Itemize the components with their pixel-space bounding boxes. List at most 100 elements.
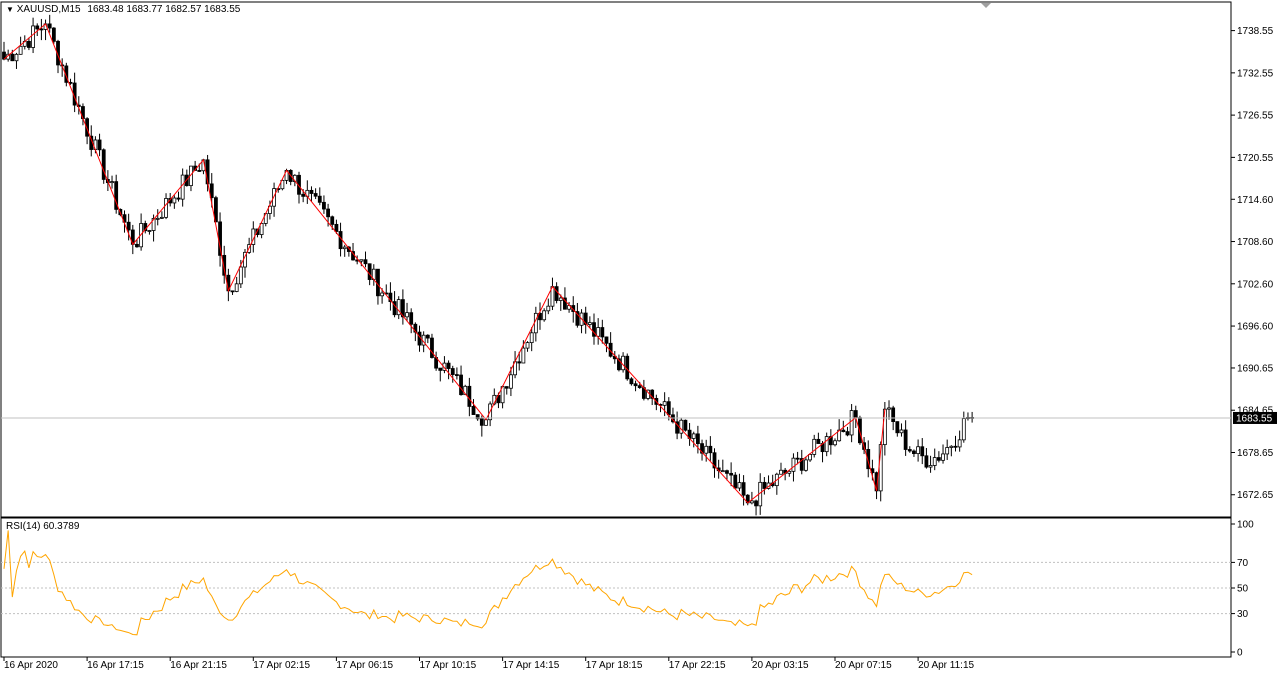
bull-candle-body [509, 374, 513, 389]
price-tick-label: 1678.65 [1237, 448, 1274, 459]
bear-candle-body [725, 470, 729, 474]
candle [841, 420, 846, 433]
bear-candle-body [604, 336, 609, 344]
candle [2, 41, 6, 61]
candle [322, 195, 326, 214]
bull-candle-body [849, 410, 854, 436]
candle [720, 459, 725, 473]
candle [525, 341, 530, 352]
candle [920, 438, 925, 465]
current-price-label: 1683.55 [1236, 413, 1273, 424]
candle [957, 430, 962, 452]
candle [700, 439, 704, 461]
bear-candle-body [467, 385, 472, 407]
bear-candle-body [450, 368, 455, 375]
candle [558, 294, 563, 311]
bear-candle-body [64, 65, 69, 83]
bear-candle-body [729, 472, 734, 476]
bear-candle-body [700, 443, 704, 454]
candle [31, 17, 35, 54]
bull-candle-body [928, 465, 933, 468]
candle [704, 439, 709, 462]
candle [342, 244, 347, 257]
bull-candle-body [238, 266, 243, 285]
bull-candle-body [546, 305, 551, 312]
bear-candle-body [135, 243, 139, 248]
ohlc-values: 1683.48 1683.77 1682.57 1683.55 [87, 4, 241, 15]
candle [280, 179, 285, 191]
bear-candle-body [912, 450, 916, 455]
price-tick-label: 1702.60 [1237, 279, 1274, 290]
candle [808, 453, 812, 462]
price-tick-label: 1726.55 [1237, 111, 1274, 122]
bear-candle-body [51, 27, 56, 42]
time-tick-label: 16 Apr 21:15 [170, 660, 227, 671]
candle [708, 436, 713, 461]
candle [51, 27, 56, 44]
bear-candle-body [313, 193, 318, 197]
bull-candle-body [587, 322, 592, 325]
candle [405, 302, 409, 322]
time-tick-label: 17 Apr 10:15 [420, 660, 477, 671]
candle [538, 302, 542, 330]
bear-candle-body [338, 231, 343, 250]
bear-candle-body [10, 53, 15, 62]
bear-candle-body [733, 474, 738, 489]
candle [575, 302, 580, 328]
bear-candle-body [101, 149, 106, 180]
bull-candle-body [887, 407, 891, 410]
candle [425, 334, 430, 344]
candle [334, 219, 339, 235]
candle [949, 445, 954, 457]
bull-candle-body [31, 25, 35, 48]
bear-candle-body [392, 301, 397, 316]
candle [147, 229, 152, 235]
bear-candle-body [438, 367, 443, 371]
candle [359, 259, 364, 267]
bull-candle-body [396, 299, 401, 316]
bull-candle-body [932, 457, 937, 466]
bear-candle-body [367, 263, 372, 280]
candle [176, 191, 181, 202]
bull-candle-body [949, 445, 954, 448]
candle [941, 444, 945, 464]
time-tick-label: 17 Apr 22:15 [669, 660, 726, 671]
candle [529, 327, 534, 352]
triangle-down-icon[interactable]: ▼ [6, 5, 14, 14]
candle [737, 473, 742, 492]
candle [313, 188, 318, 200]
bear-candle-body [907, 449, 912, 452]
bear-candle-body [841, 429, 846, 433]
candle [155, 209, 160, 226]
bear-candle-body [853, 410, 858, 419]
bear-candle-body [222, 254, 227, 276]
bear-candle-body [583, 312, 588, 325]
bull-candle-body [380, 292, 385, 297]
time-tick-label: 17 Apr 18:15 [586, 660, 643, 671]
bear-candle-body [471, 406, 476, 415]
candle [110, 175, 114, 189]
bull-candle-body [957, 439, 962, 448]
candle [799, 449, 804, 475]
bear-candle-body [363, 259, 368, 265]
bear-candle-body [334, 223, 339, 232]
bear-candle-body [629, 378, 634, 385]
bear-candle-body [799, 458, 804, 471]
chart-shift-icon[interactable] [981, 3, 991, 8]
candle [604, 336, 609, 353]
bull-candle-body [442, 362, 447, 371]
bear-candle-body [230, 290, 235, 293]
candle [691, 431, 696, 448]
candle [97, 133, 102, 157]
candle [214, 195, 218, 223]
bull-candle-body [155, 217, 160, 220]
bull-candle-body [779, 469, 783, 475]
candle [159, 211, 164, 219]
bull-candle-body [833, 440, 837, 446]
time-tick-label: 16 Apr 17:15 [87, 660, 144, 671]
rsi-line [3, 530, 973, 636]
candle [542, 308, 547, 322]
bull-candle-body [691, 433, 696, 439]
